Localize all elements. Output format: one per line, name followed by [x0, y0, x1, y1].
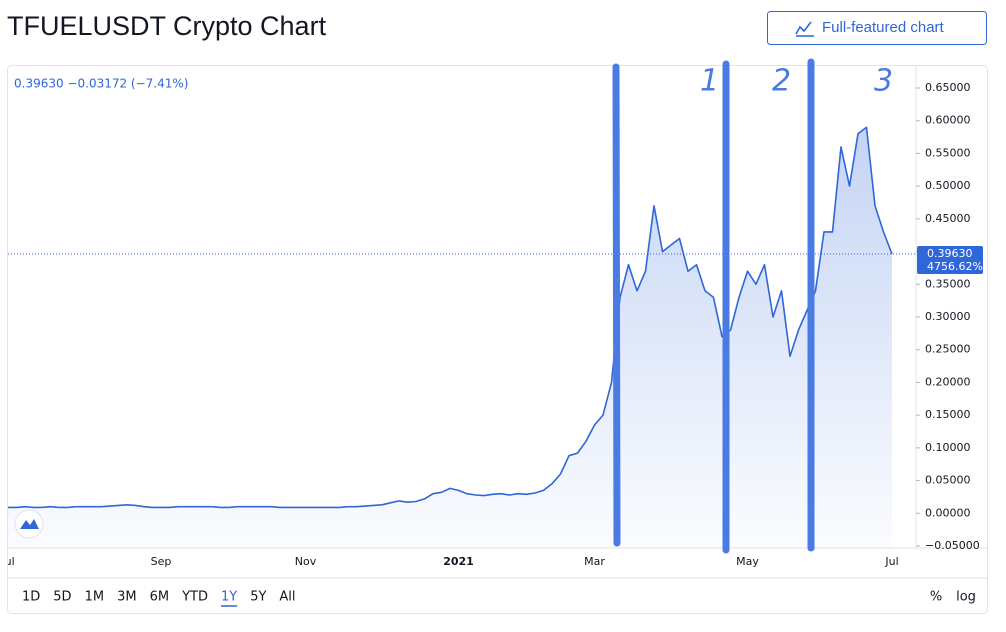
range-button[interactable]: 3M [117, 590, 137, 605]
y-tick-label: 0.15000 [925, 408, 971, 421]
range-button[interactable]: 6M [150, 590, 170, 605]
y-tick-label: −0.05000 [925, 539, 980, 552]
logo [14, 509, 44, 539]
hand-annotations [612, 58, 815, 554]
button-label[interactable]: Full-featured chart [822, 19, 945, 36]
range-button[interactable]: YTD [181, 590, 208, 605]
price-axis: −0.05000 0.00000 0.05000 0.10000 0.15000 0.20… [916, 81, 983, 552]
range-button[interactable]: 1D [22, 590, 40, 605]
range-button[interactable]: 1Y [221, 590, 237, 605]
annotation: 2 [772, 64, 791, 99]
marker-line [612, 63, 621, 547]
price-legend: 0.39630 −0.03172 (−7.41%) [14, 77, 188, 91]
y-tick-label: 0.25000 [925, 343, 971, 356]
full-chart-button[interactable] [767, 11, 987, 45]
y-tick-label: 0.50000 [925, 179, 971, 192]
y-tick-label: 0.30000 [925, 310, 971, 323]
area-fill [8, 127, 892, 548]
y-tick-label: 0.20000 [925, 375, 971, 388]
x-tick-label: Nov [295, 555, 317, 568]
widget-frame [7, 65, 988, 614]
last-price-box [917, 245, 983, 274]
range-button[interactable]: All [279, 590, 295, 605]
x-tick-label: May [736, 555, 759, 568]
y-tick-label: 0.00000 [925, 506, 971, 519]
plot-area [8, 126, 916, 548]
y-tick-label: 0.45000 [925, 212, 971, 225]
page-title: TFUELUSDT Crypto Chart [7, 11, 327, 41]
range-button[interactable]: 5D [53, 590, 71, 605]
time-axis: Jul Sep Nov 2021 Mar May Jul [0, 555, 899, 568]
x-tick-label: Jul [0, 555, 14, 568]
x-tick-label: Sep [151, 555, 172, 568]
range-button[interactable]: 5Y [250, 590, 266, 605]
price-line [8, 126, 893, 509]
y-tick-label: 0.05000 [925, 474, 971, 487]
annotation: 3 [874, 64, 893, 99]
last-change-label: 4756.62% [927, 260, 983, 273]
y-tick-label: 0.10000 [925, 441, 971, 454]
range-button[interactable]: 1M [85, 590, 105, 605]
y-tick-label: 0.60000 [925, 114, 971, 127]
log-toggle[interactable]: log [956, 590, 976, 605]
x-tick-label: Mar [584, 555, 605, 568]
button-icon [795, 21, 814, 37]
x-tick-label: 2021 [443, 555, 474, 568]
x-tick-label: Jul [884, 555, 898, 568]
annotation: 1 [700, 64, 719, 99]
y-tick-label: 0.65000 [925, 81, 971, 94]
y-tick-label: 0.55000 [925, 146, 971, 159]
toolbar: 1D 5D 1M 3M 6M YTD 1Y 5Y All [22, 590, 296, 607]
percent-toggle[interactable]: % [930, 590, 942, 605]
y-tick-label: 0.35000 [925, 277, 971, 290]
last-price-label: 0.39630 [927, 247, 973, 260]
